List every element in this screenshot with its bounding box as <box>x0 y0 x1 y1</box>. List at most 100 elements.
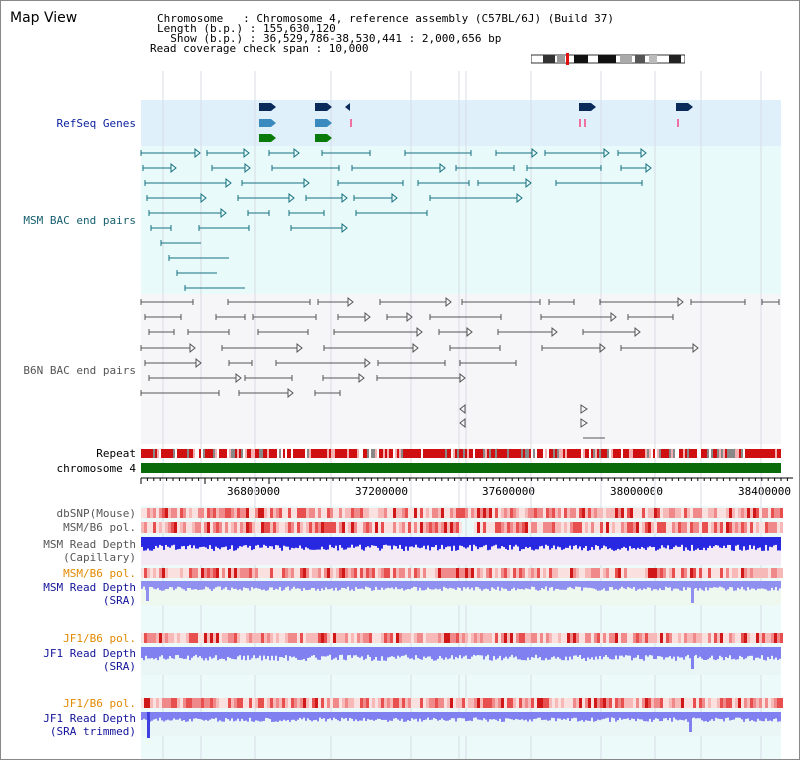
b6n-bac-label[interactable]: B6N BAC end pairs <box>23 364 136 377</box>
depth-bar <box>769 647 771 659</box>
repeat-segment <box>731 449 733 458</box>
depth-bar <box>711 581 713 589</box>
depth-bar <box>733 537 735 551</box>
chromosome-ideogram[interactable] <box>531 53 685 65</box>
heat-cell <box>426 508 429 518</box>
refseq-genes-label[interactable]: RefSeq Genes <box>56 117 136 130</box>
heat-cell <box>696 522 699 533</box>
depth-bar <box>425 581 427 590</box>
repeat-segment <box>693 449 695 458</box>
heat-cell <box>201 698 204 708</box>
heat-cell <box>363 698 366 708</box>
depth-bar <box>467 581 469 588</box>
heat-cell <box>513 633 516 643</box>
msm-bac-label[interactable]: MSM BAC end pairs <box>23 214 136 227</box>
repeat-segment <box>355 449 357 458</box>
heat-cell <box>231 633 234 643</box>
heat-cell <box>321 522 324 533</box>
dbsnp-label[interactable]: dbSNP(Mouse) <box>56 507 136 520</box>
heat-cell <box>336 508 339 518</box>
heat-cell <box>624 508 627 518</box>
depth-bar <box>275 712 277 722</box>
depth-bar <box>607 712 609 718</box>
repeat-segment <box>631 449 633 458</box>
bac-arrow <box>243 147 250 159</box>
heat-cell <box>474 633 477 643</box>
depth-bar <box>773 647 775 660</box>
repeat-segment <box>349 449 351 458</box>
depth-bar <box>285 647 287 656</box>
heat-cell <box>366 698 369 708</box>
jf1-depth-trim-label[interactable]: JF1 Read Depth <box>43 712 136 725</box>
depth-bar <box>717 712 719 719</box>
depth-bar <box>357 581 359 589</box>
heat-cell <box>192 568 195 578</box>
msm-b6-pol-2-label[interactable]: MSM/B6 pol. <box>63 567 136 580</box>
depth-bar <box>721 712 723 720</box>
depth-bar <box>213 647 215 658</box>
depth-bar <box>603 537 605 546</box>
chromosome-label[interactable]: chromosome 4 <box>56 462 136 475</box>
heat-cell <box>339 522 342 533</box>
msm-b6-pol-label[interactable]: MSM/B6 pol. <box>63 521 136 534</box>
heat-cell <box>681 633 684 643</box>
msm-depth-cap-label[interactable]: MSM Read Depth <box>43 538 136 551</box>
heat-cell <box>573 508 576 518</box>
depth-bar <box>699 712 701 719</box>
jf1-depth-label-2: (SRA) <box>102 660 136 673</box>
repeat-segment <box>163 449 165 458</box>
heat-cell <box>741 633 744 643</box>
heat-cell <box>663 633 666 643</box>
heat-cell <box>228 698 231 708</box>
heat-cell <box>684 522 687 533</box>
heat-cell <box>621 568 624 578</box>
depth-bar <box>701 581 703 590</box>
depth-bar <box>191 712 193 722</box>
depth-bar <box>587 712 589 721</box>
depth-bar <box>251 581 253 588</box>
heat-cell <box>201 522 204 533</box>
depth-bar <box>481 647 483 656</box>
depth-bar <box>159 537 161 545</box>
depth-bar <box>149 581 151 587</box>
depth-bar <box>311 537 313 550</box>
heat-cell <box>708 508 711 518</box>
heat-cell <box>288 508 291 518</box>
depth-bar <box>205 537 207 548</box>
heat-cell <box>633 568 636 578</box>
repeat-segment <box>239 449 241 458</box>
gene-arrow <box>688 103 693 111</box>
depth-bar <box>619 537 621 550</box>
coverage-span-info: Read coverage check span : 10,000 <box>150 42 369 55</box>
heat-cell <box>318 508 321 518</box>
depth-bar <box>245 581 247 588</box>
heat-cell <box>384 508 387 518</box>
depth-bar <box>419 537 421 549</box>
msm-depth-sra-label[interactable]: MSM Read Depth <box>43 581 136 594</box>
depth-bar <box>235 647 237 660</box>
jf1-pol-label[interactable]: JF1/B6 pol. <box>63 632 136 645</box>
depth-bar <box>279 647 281 658</box>
heat-cell <box>294 633 297 643</box>
depth-bar <box>199 581 201 590</box>
depth-bar <box>185 647 187 659</box>
heat-cell <box>327 522 330 533</box>
depth-bar <box>739 647 741 656</box>
repeat-label[interactable]: Repeat <box>96 447 136 460</box>
depth-bar <box>399 712 401 721</box>
heat-cell <box>507 568 510 578</box>
jf1-depth-label[interactable]: JF1 Read Depth <box>43 647 136 660</box>
heat-cell <box>444 698 447 708</box>
depth-bar <box>483 537 485 546</box>
depth-bar <box>347 712 349 721</box>
depth-bar <box>277 581 279 590</box>
depth-bar <box>531 581 533 587</box>
heat-cell <box>222 698 225 708</box>
depth-bar <box>725 712 727 719</box>
heat-cell <box>714 633 717 643</box>
depth-bar <box>303 537 305 550</box>
jf1-pol-2-label[interactable]: JF1/B6 pol. <box>63 697 136 710</box>
repeat-segment <box>501 449 503 458</box>
depth-bar <box>657 712 659 719</box>
